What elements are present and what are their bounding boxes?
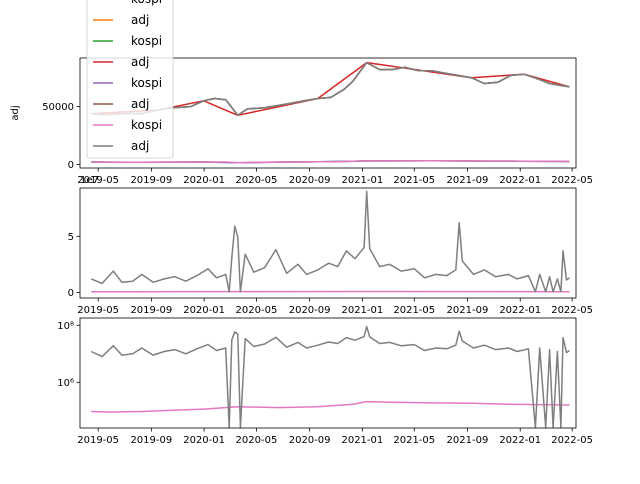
x-tick-label: 2020-09 bbox=[289, 305, 331, 316]
x-tick-label: 2020-05 bbox=[236, 175, 278, 186]
legend-label: adj bbox=[131, 97, 149, 111]
legend-label: kospi bbox=[131, 0, 162, 6]
x-tick-label: 2021-09 bbox=[447, 305, 489, 316]
legend-label: kospi bbox=[131, 34, 162, 48]
y-tick-label: 0 bbox=[68, 288, 74, 299]
x-tick-label: 2021-05 bbox=[393, 435, 435, 446]
x-tick-label: 2022-05 bbox=[551, 435, 593, 446]
x-tick-label: 2020-09 bbox=[289, 435, 331, 446]
x-tick-label: 2021-01 bbox=[341, 175, 383, 186]
x-tick-label: 2019-09 bbox=[130, 305, 172, 316]
x-tick-label: 2022-01 bbox=[499, 435, 541, 446]
x-tick-label: 2020-01 bbox=[183, 305, 225, 316]
x-tick-label: 2020-05 bbox=[236, 435, 278, 446]
y-tick-label: 50000 bbox=[42, 102, 74, 113]
y-tick-label: 10⁶ bbox=[57, 378, 74, 389]
x-tick-label: 2022-01 bbox=[499, 305, 541, 316]
x-tick-label: 2019-05 bbox=[77, 435, 119, 446]
x-tick-label: 2022-05 bbox=[551, 305, 593, 316]
y-tick-label: 0 bbox=[68, 160, 74, 171]
legend-label: kospi bbox=[131, 118, 162, 132]
x-tick-label: 2020-01 bbox=[183, 175, 225, 186]
x-tick-label: 2019-05 bbox=[77, 305, 119, 316]
x-tick-label: 2022-01 bbox=[499, 175, 541, 186]
x-tick-label: 2019-09 bbox=[130, 175, 172, 186]
x-tick-label: 2021-01 bbox=[341, 305, 383, 316]
x-tick-label: 2020-05 bbox=[236, 305, 278, 316]
x-tick-label: 2020-09 bbox=[289, 175, 331, 186]
x-tick-label: 2021-05 bbox=[393, 305, 435, 316]
x-tick-label: 2021-09 bbox=[447, 435, 489, 446]
legend-label: adj bbox=[131, 55, 149, 69]
x-tick-label: 2021-01 bbox=[341, 435, 383, 446]
y-tick-label: 10⁸ bbox=[57, 321, 74, 332]
x-tick-label: 2021-09 bbox=[447, 175, 489, 186]
legend: kospi adj kospi adj kospi adj kospi adj bbox=[87, 0, 173, 158]
legend-label: adj bbox=[131, 139, 149, 153]
legend-label: kospi bbox=[131, 76, 162, 90]
y-axis-label: adj bbox=[10, 105, 21, 120]
x-tick-label: 2019-09 bbox=[130, 435, 172, 446]
y-tick-label: 5 bbox=[68, 232, 74, 243]
legend-label: adj bbox=[131, 13, 149, 27]
x-tick-label: 2020-01 bbox=[183, 435, 225, 446]
x-tick-label: 2022-05 bbox=[551, 175, 593, 186]
x-tick-label: 2021-05 bbox=[393, 175, 435, 186]
offset-label: 1e7 bbox=[80, 175, 99, 186]
